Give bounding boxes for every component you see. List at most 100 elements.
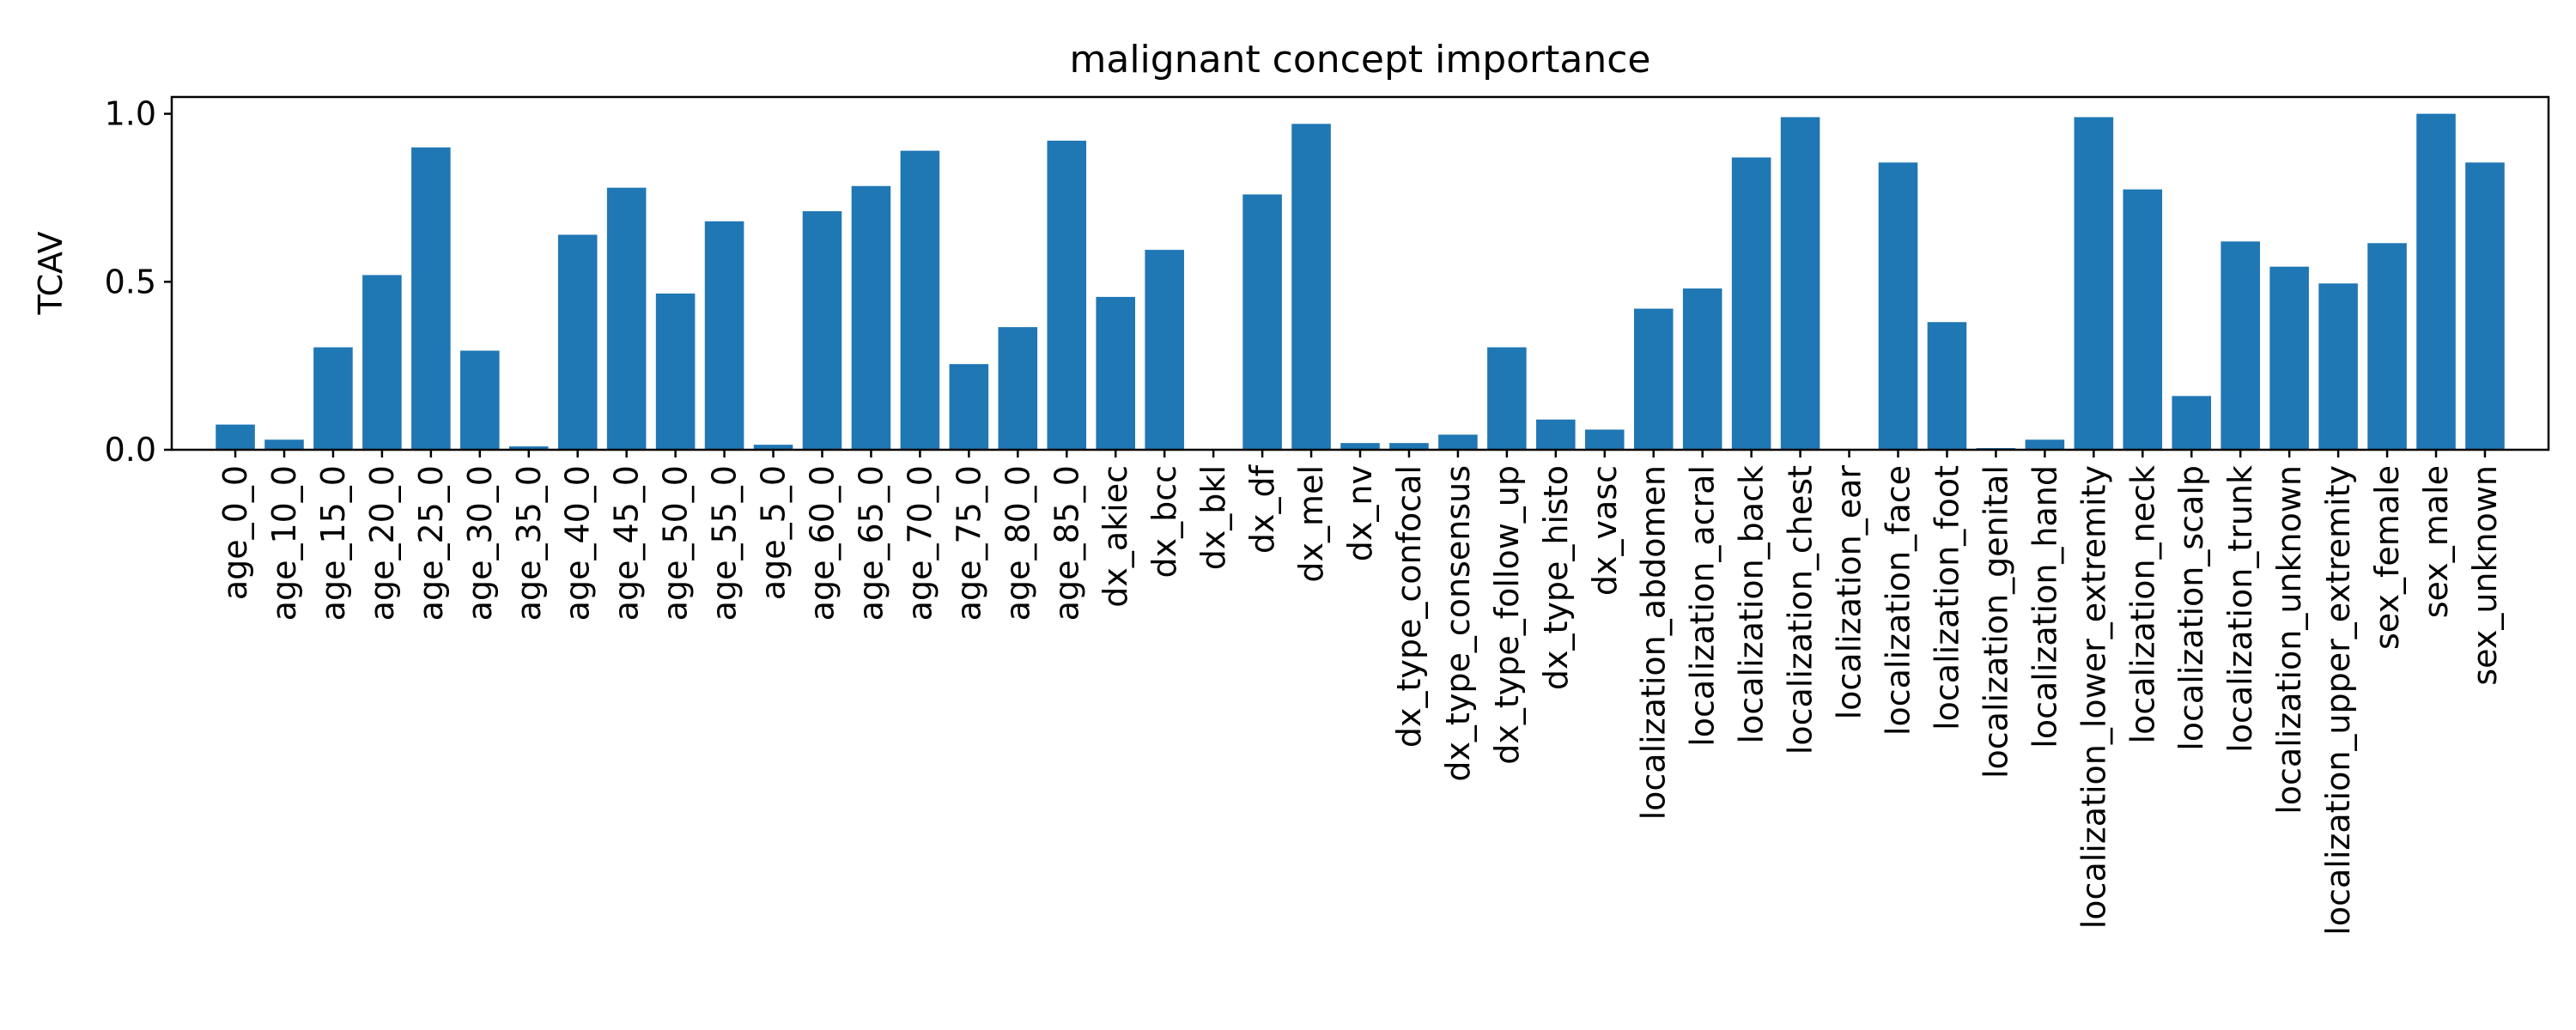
x-tick-label: localization_face	[1880, 465, 1917, 736]
plot-area-frame	[170, 95, 2550, 451]
bar-age_35_0	[508, 446, 549, 450]
y-tick-label: 1.0	[105, 95, 156, 133]
x-tick-label: age_20_0	[363, 465, 401, 621]
y-axis-ticks: 0.0 0.5 1.0	[105, 95, 172, 469]
x-tick-label: dx_type_confocal	[1390, 465, 1428, 748]
bar-dx_type_histo	[1536, 419, 1576, 450]
bar-age_15_0	[313, 347, 353, 450]
x-tick-label: age_10_0	[265, 465, 303, 621]
x-tick-label: age_35_0	[510, 465, 548, 621]
x-tick-label: dx_mel	[1292, 465, 1330, 583]
bar-dx_nv	[1340, 443, 1380, 450]
bar-localization_hand	[2025, 439, 2065, 450]
x-tick-label: age_70_0	[901, 465, 939, 621]
bar-age_75_0	[949, 364, 989, 450]
bar-age_5_0	[753, 445, 793, 450]
x-tick-label: localization_chest	[1782, 465, 1820, 754]
bar-localization_neck	[2123, 189, 2163, 450]
x-tick-label: dx_bcc	[1145, 465, 1183, 579]
x-tick-label: age_65_0	[852, 465, 890, 621]
x-tick-label: age_60_0	[803, 465, 841, 621]
bar-localization_unknown	[2269, 266, 2309, 450]
x-tick-label: age_85_0	[1048, 465, 1085, 621]
x-tick-label: localization_acral	[1684, 465, 1722, 747]
bar-age_40_0	[557, 234, 598, 450]
x-axis-ticks: age_0_0 age_10_0 age_15_0 age_20_0 age_25_0 a…	[216, 450, 2504, 936]
bar-dx_bcc	[1145, 250, 1184, 450]
bar-localization_acral	[1682, 288, 1722, 450]
x-tick-label: localization_back	[1733, 465, 1771, 743]
bar-age_25_0	[411, 147, 451, 450]
bar-age_70_0	[900, 150, 940, 450]
x-tick-label: age_5_0	[755, 465, 793, 600]
bar-age_65_0	[851, 185, 891, 450]
bar-dx_df	[1242, 194, 1282, 450]
bars-group	[216, 113, 2505, 451]
x-tick-label: age_30_0	[461, 465, 499, 621]
bar-sex_unknown	[2465, 162, 2505, 451]
bar-localization_scalp	[2172, 396, 2212, 450]
x-tick-label: localization_genital	[1977, 465, 2014, 779]
x-tick-label: localization_upper_extremity	[2319, 465, 2357, 936]
bar-age_80_0	[998, 327, 1038, 450]
bar-dx_akiec	[1096, 296, 1136, 450]
bar-dx_type_confocal	[1389, 443, 1429, 450]
x-tick-label: sex_unknown	[2466, 465, 2504, 686]
x-tick-label: localization_scalp	[2172, 465, 2210, 751]
x-tick-label: dx_type_consensus	[1439, 465, 1477, 782]
x-tick-label: age_40_0	[559, 465, 597, 621]
x-tick-label: localization_foot	[1928, 465, 1965, 730]
bar-localization_abdomen	[1633, 308, 1674, 450]
x-tick-label: age_15_0	[314, 465, 352, 621]
bar-localization_trunk	[2221, 241, 2260, 450]
x-tick-label: dx_df	[1243, 464, 1281, 554]
bar-localization_foot	[1927, 322, 1967, 450]
x-tick-label: sex_male	[2417, 465, 2455, 618]
bar-dx_vasc	[1584, 429, 1625, 450]
bar-sex_female	[2367, 243, 2407, 450]
x-tick-label: localization_trunk	[2221, 465, 2259, 753]
x-tick-label: dx_nv	[1341, 465, 1379, 561]
bar-age_85_0	[1047, 140, 1087, 450]
bar-age_20_0	[362, 275, 402, 450]
x-tick-label: sex_female	[2368, 465, 2406, 650]
x-tick-label: localization_abdomen	[1635, 465, 1673, 820]
x-tick-label: dx_bkl	[1194, 465, 1232, 570]
x-tick-label: dx_type_follow_up	[1488, 465, 1526, 765]
x-tick-label: age_55_0	[706, 465, 744, 621]
bar-age_55_0	[704, 221, 744, 450]
bar-age_60_0	[802, 211, 842, 451]
x-tick-label: dx_type_histo	[1537, 465, 1575, 690]
x-tick-label: localization_lower_extremity	[2075, 465, 2112, 929]
bar-dx_type_consensus	[1438, 434, 1478, 450]
x-tick-label: localization_hand	[2026, 465, 2063, 748]
bar-dx_mel	[1291, 124, 1331, 451]
bar-age_50_0	[655, 293, 696, 450]
bar-localization_chest	[1780, 117, 1820, 450]
bar-age_10_0	[264, 439, 304, 450]
bar-localization_face	[1878, 162, 1918, 451]
x-tick-label: age_50_0	[657, 465, 695, 621]
y-tick-label: 0.0	[105, 431, 156, 469]
bar-age_0_0	[216, 424, 255, 450]
bar-age_30_0	[460, 350, 500, 450]
x-tick-label: age_75_0	[950, 465, 987, 621]
x-tick-label: age_45_0	[608, 465, 646, 621]
x-tick-label: age_80_0	[999, 465, 1036, 621]
x-tick-label: dx_akiec	[1097, 465, 1134, 608]
bar-localization_back	[1731, 157, 1771, 450]
chart-title: malignant concept importance	[1070, 38, 1651, 82]
bar-dx_type_follow_up	[1487, 347, 1527, 450]
x-tick-label: age_0_0	[216, 465, 254, 600]
bar-sex_male	[2416, 113, 2456, 451]
bar-age_45_0	[606, 187, 647, 450]
x-tick-label: localization_ear	[1831, 465, 1868, 720]
y-tick-label: 0.5	[105, 263, 156, 300]
y-axis-label: TCAV	[32, 231, 70, 315]
bar-localization_lower_extremity	[2074, 117, 2114, 450]
bar-localization_upper_extremity	[2318, 283, 2358, 450]
x-tick-label: localization_unknown	[2270, 465, 2308, 815]
x-tick-label: dx_vasc	[1586, 465, 1624, 596]
x-tick-label: localization_neck	[2123, 465, 2161, 743]
